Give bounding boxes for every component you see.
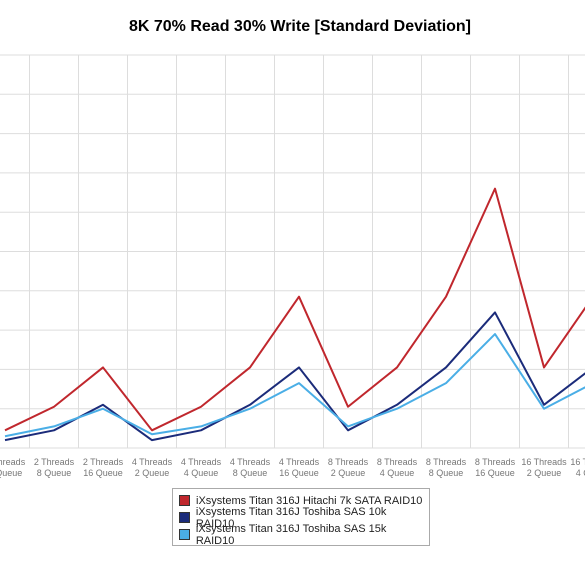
gridlines — [0, 54, 585, 449]
legend-label: iXsystems Titan 316J Toshiba SAS 15k RAI… — [195, 522, 387, 547]
legend-item: iXsystems Titan 316J Toshiba SAS 15k RAI… — [179, 523, 423, 547]
x-tick-label: 2 Queue — [135, 468, 170, 478]
x-tick-label: 16 Queue — [475, 468, 515, 478]
x-tick-label: 4 Threads — [230, 457, 271, 467]
x-tick-label: 16 Queue — [279, 468, 319, 478]
x-tick-label: 2 Threads — [83, 457, 124, 467]
x-tick-label: 16 Threads — [521, 457, 567, 467]
x-tick-label: 4 Queue — [184, 468, 219, 478]
x-tick-label: 2 Threads — [34, 457, 75, 467]
x-tick-label: 8 Threads — [426, 457, 467, 467]
x-tick-label: 16 Queue — [83, 468, 123, 478]
x-tick-label: 16 Threads — [570, 457, 585, 467]
legend-swatch — [179, 495, 190, 506]
x-tick-label: 4 Threads — [181, 457, 222, 467]
x-tick-label: 8 Threads — [377, 457, 418, 467]
legend-swatch — [179, 512, 190, 523]
chart-title: 8K 70% Read 30% Write [Standard Deviatio… — [128, 18, 472, 35]
legend-label: iXsystems Titan 316J Hitachi 7k SATA RAI… — [196, 494, 423, 507]
x-tick-label: 4 Queue — [576, 468, 585, 478]
series-line-3 — [4, 333, 585, 438]
x-tick-label: 2 Threads — [0, 457, 26, 467]
x-tick-label: 8 Threads — [475, 457, 516, 467]
x-tick-label: 4 Queue — [380, 468, 415, 478]
series-lines — [4, 187, 585, 442]
x-tick-label: 4 Threads — [279, 457, 320, 467]
legend-label: iXsystems Titan 316J Toshiba SAS 10k RAI… — [195, 505, 387, 530]
x-tick-label: 2 Queue — [527, 468, 562, 478]
x-tick-label: 8 Threads — [328, 457, 369, 467]
x-tick-label: 2 Queue — [0, 468, 22, 478]
series-line-1 — [4, 187, 585, 432]
x-tick-label: 8 Queue — [37, 468, 72, 478]
legend-item: iXsystems Titan 316J Hitachi 7k SATA RAI… — [179, 492, 423, 509]
legend: iXsystems Titan 316J Hitachi 7k SATA RAI… — [172, 488, 430, 547]
x-tick-label: 8 Queue — [429, 468, 464, 478]
legend-item: iXsystems Titan 316J Toshiba SAS 10k RAI… — [179, 506, 423, 530]
legend-swatch — [179, 529, 190, 540]
x-tick-label: 4 Threads — [132, 457, 173, 467]
x-tick-label: 8 Queue — [233, 468, 268, 478]
x-tick-label: 2 Queue — [331, 468, 366, 478]
